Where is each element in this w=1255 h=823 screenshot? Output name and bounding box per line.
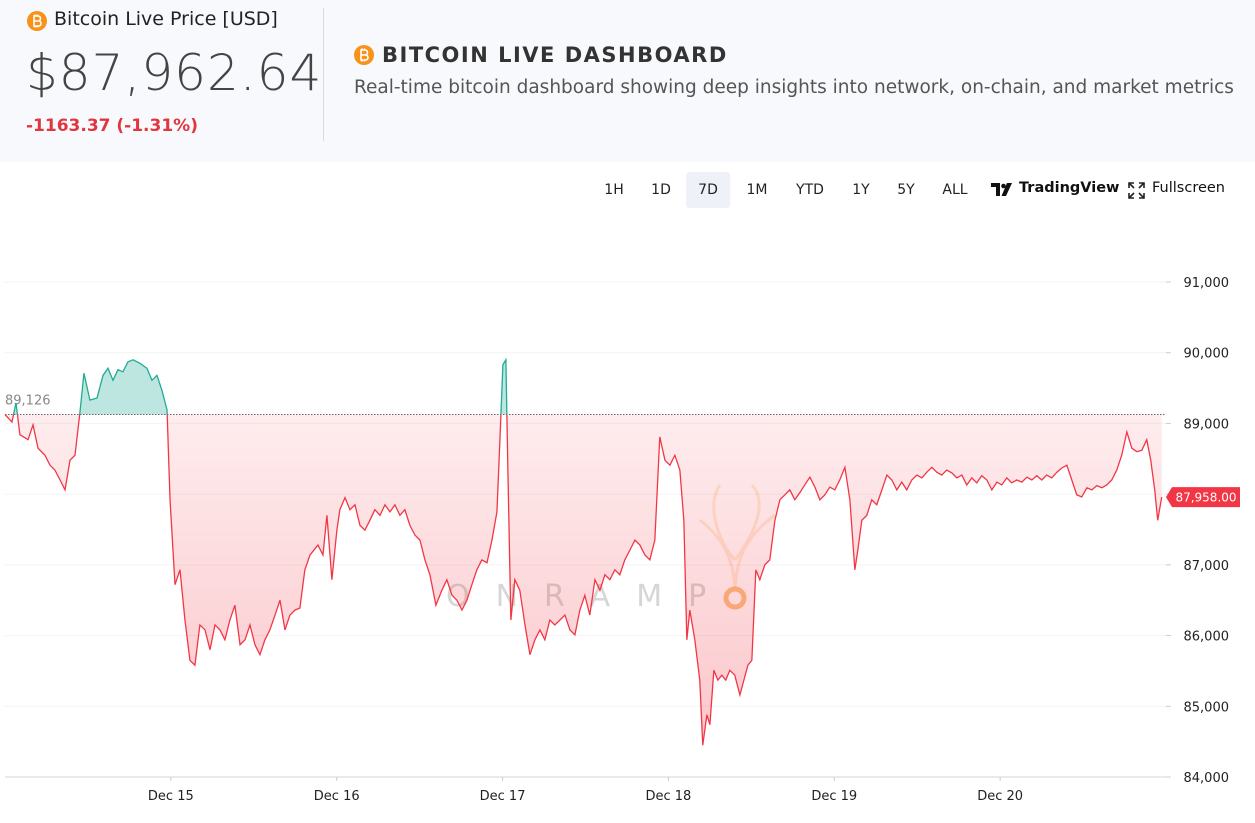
y-tick-label: 85,000 — [1184, 700, 1230, 715]
divider — [323, 8, 324, 141]
x-tick-label: Dec 16 — [314, 789, 360, 804]
y-tick-label: 90,000 — [1184, 347, 1230, 362]
y-tick-label: 86,000 — [1184, 630, 1230, 645]
tradingview-logo[interactable] — [991, 183, 1015, 197]
price-change: -1163.37 (-1.31%) — [26, 116, 198, 136]
range-button[interactable]: YTD — [796, 182, 824, 198]
range-button[interactable]: 1H — [604, 182, 624, 198]
fullscreen-button[interactable]: Fullscreen — [1152, 180, 1225, 196]
y-tick-label: 91,000 — [1184, 276, 1230, 291]
header — [0, 0, 1255, 162]
y-tick-label: 89,000 — [1184, 417, 1230, 432]
last-price-label: 87,958.00 — [1175, 491, 1236, 505]
x-tick-label: Dec 19 — [811, 789, 857, 804]
price-label: Bitcoin Live Price [USD] — [54, 8, 278, 30]
area-up — [13, 359, 507, 415]
range-button[interactable]: 1M — [746, 182, 768, 198]
y-tick-label: 84,000 — [1184, 771, 1230, 786]
bitcoin-icon — [27, 11, 47, 31]
x-tick-label: Dec 18 — [646, 789, 692, 804]
range-button[interactable]: 7D — [686, 172, 730, 208]
price: $87,962.64 — [26, 44, 323, 102]
bitcoin-icon — [354, 45, 374, 65]
range-button[interactable]: ALL — [942, 182, 968, 198]
line-down — [4, 414, 1163, 746]
baseline-label: 89,126 — [5, 394, 51, 409]
fullscreen-icon[interactable] — [1128, 182, 1145, 199]
x-tick-label: Dec 17 — [480, 789, 526, 804]
x-tick-label: Dec 20 — [977, 789, 1023, 804]
tradingview-link[interactable]: TradingView — [1019, 180, 1120, 196]
area-down — [5, 414, 1162, 746]
dashboard-title: BITCOIN LIVE DASHBOARD — [382, 43, 728, 67]
last-price-tag — [1166, 487, 1240, 508]
dashboard-subtitle: Real-time bitcoin dashboard showing deep… — [354, 77, 1234, 98]
range-button[interactable]: 5Y — [897, 182, 915, 198]
y-tick-label: 87,000 — [1184, 559, 1230, 574]
range-button[interactable]: 1Y — [852, 182, 870, 198]
range-button[interactable]: 1D — [651, 182, 671, 198]
x-tick-label: Dec 15 — [148, 789, 194, 804]
